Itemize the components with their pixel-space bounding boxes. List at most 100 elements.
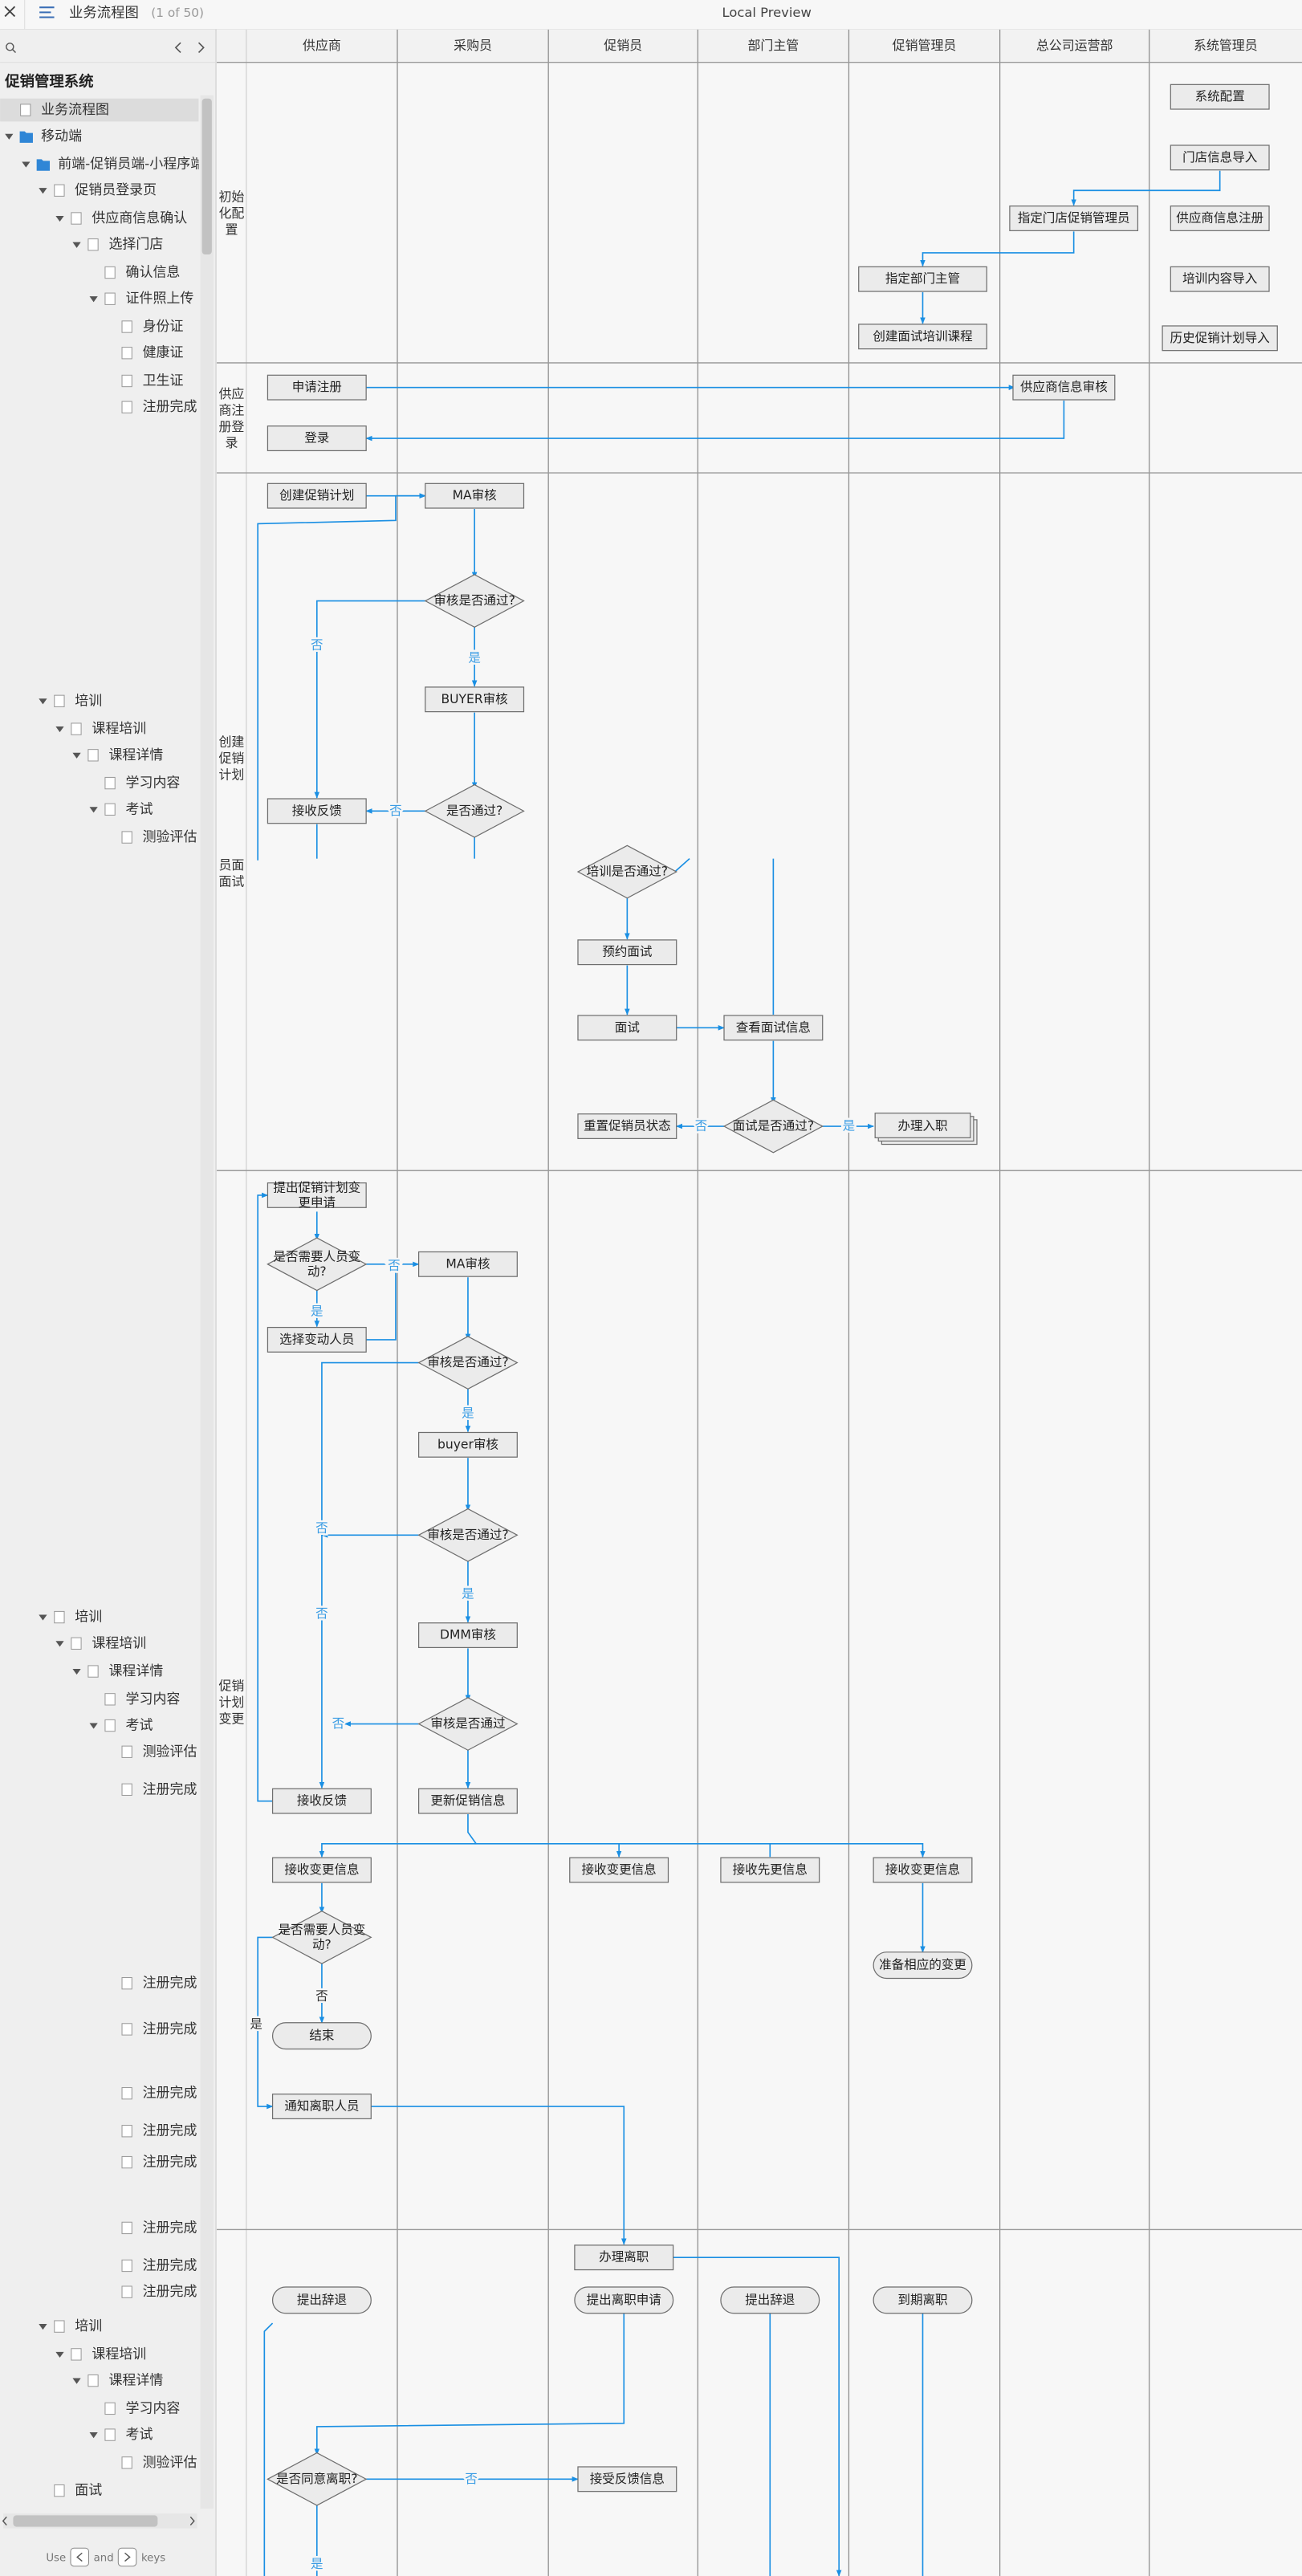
expand-arrow[interactable] xyxy=(72,2378,81,2384)
tree-item[interactable]: 测验评估 xyxy=(143,1744,197,1760)
expand-arrow[interactable] xyxy=(55,1641,64,1647)
process-node[interactable] xyxy=(873,1857,973,1883)
tree-item[interactable]: 移动端 xyxy=(41,128,82,144)
tree-item[interactable]: 测验评估 xyxy=(143,829,197,845)
close-button[interactable] xyxy=(4,6,16,18)
process-node[interactable] xyxy=(425,482,525,509)
process-node[interactable] xyxy=(569,1857,669,1883)
decision-node[interactable] xyxy=(417,1697,519,1751)
decision-node[interactable] xyxy=(424,783,525,838)
expand-arrow[interactable] xyxy=(72,242,81,248)
expand-arrow[interactable] xyxy=(89,1723,98,1729)
tree-item[interactable]: 注册完成 xyxy=(143,1976,197,1992)
tree-item[interactable]: 课程详情 xyxy=(108,1663,163,1679)
tree-item[interactable]: 注册完成 xyxy=(143,2123,197,2139)
tree-item[interactable]: 考试 xyxy=(126,1718,153,1734)
process-node[interactable] xyxy=(1170,83,1270,110)
tree-item[interactable]: 培训 xyxy=(75,2318,102,2334)
process-node[interactable] xyxy=(417,1622,518,1649)
process-node[interactable] xyxy=(267,1326,367,1353)
expand-arrow[interactable] xyxy=(89,807,98,813)
process-node[interactable] xyxy=(417,1431,518,1458)
process-node[interactable] xyxy=(577,1113,677,1139)
h-scroll-arrows[interactable] xyxy=(2,2516,195,2526)
process-node[interactable] xyxy=(574,2244,674,2271)
process-node[interactable] xyxy=(267,1182,367,1208)
expand-arrow[interactable] xyxy=(5,133,14,140)
expand-arrow[interactable] xyxy=(39,698,47,705)
tree-item[interactable]: 促销员登录页 xyxy=(75,182,157,198)
process-node[interactable] xyxy=(425,686,525,713)
tree-item[interactable]: 确认信息 xyxy=(126,265,181,281)
document-node[interactable] xyxy=(874,1113,971,1138)
tree-item[interactable]: 课程培训 xyxy=(92,721,146,737)
process-node[interactable] xyxy=(417,1788,518,1814)
tree-item[interactable]: 测验评估 xyxy=(143,2455,197,2471)
tree-item[interactable]: 注册完成 xyxy=(143,2284,197,2300)
process-node[interactable] xyxy=(1012,374,1116,401)
tree-item[interactable]: 注册完成 xyxy=(143,2220,197,2236)
tree-item[interactable]: 业务流程图 xyxy=(41,102,109,118)
terminal-node[interactable] xyxy=(720,2286,820,2314)
tree-item[interactable]: 前端-促销员端-小程序端 xyxy=(58,157,204,173)
terminal-node[interactable] xyxy=(873,1951,973,1980)
expand-arrow[interactable] xyxy=(55,726,64,733)
tree-item[interactable]: 注册完成 xyxy=(143,399,197,415)
process-node[interactable] xyxy=(1170,266,1270,292)
tree-item[interactable]: 注册完成 xyxy=(143,2257,197,2273)
process-node[interactable] xyxy=(1162,325,1278,352)
tree-item[interactable]: 注册完成 xyxy=(143,2021,197,2037)
tree-item[interactable]: 学习内容 xyxy=(126,775,181,792)
process-node[interactable] xyxy=(577,939,677,966)
process-node[interactable] xyxy=(858,266,987,292)
expand-arrow[interactable] xyxy=(72,752,81,759)
terminal-node[interactable] xyxy=(271,2022,372,2050)
tree-item[interactable]: 课程培训 xyxy=(92,2346,146,2362)
decision-node[interactable] xyxy=(576,844,678,899)
decision-node[interactable] xyxy=(267,1237,368,1292)
process-node[interactable] xyxy=(1009,206,1139,231)
next-button[interactable] xyxy=(197,42,205,54)
decision-node[interactable] xyxy=(417,1336,519,1390)
expand-arrow[interactable] xyxy=(89,296,98,303)
process-node[interactable] xyxy=(271,1788,372,1814)
process-node[interactable] xyxy=(271,1857,372,1883)
tree-item[interactable]: 学习内容 xyxy=(126,1691,181,1707)
expand-arrow[interactable] xyxy=(55,215,64,222)
tree-item[interactable]: 考试 xyxy=(126,801,153,817)
tree-item[interactable]: 注册完成 xyxy=(143,2086,197,2102)
tree-item[interactable]: 证件照上传 xyxy=(126,291,194,307)
expand-arrow[interactable] xyxy=(39,188,47,194)
process-node[interactable] xyxy=(1170,206,1270,231)
search-icon[interactable] xyxy=(6,43,14,51)
tree-item[interactable]: 课程详情 xyxy=(108,2373,163,2389)
tree-item[interactable]: 培训 xyxy=(75,693,102,709)
scrollbar-thumb[interactable] xyxy=(201,98,212,255)
process-node[interactable] xyxy=(267,374,367,401)
prev-button[interactable] xyxy=(174,42,181,54)
decision-node[interactable] xyxy=(417,1508,519,1562)
tree-item[interactable]: 课程培训 xyxy=(92,1635,146,1651)
tree-item[interactable]: 注册完成 xyxy=(143,1781,197,1797)
tree-item[interactable]: 考试 xyxy=(126,2427,153,2443)
process-node[interactable] xyxy=(267,425,367,452)
tree-item[interactable]: 卫生证 xyxy=(143,372,184,389)
expand-arrow[interactable] xyxy=(39,1614,47,1621)
decision-node[interactable] xyxy=(271,1910,372,1964)
tree-item[interactable]: 注册完成 xyxy=(143,2155,197,2171)
expand-arrow[interactable] xyxy=(39,2324,47,2330)
tree-item[interactable]: 面试 xyxy=(75,2483,102,2499)
tree-item[interactable]: 课程详情 xyxy=(108,747,163,763)
tree-item[interactable]: 身份证 xyxy=(143,319,184,335)
expand-arrow[interactable] xyxy=(89,2432,98,2439)
decision-node[interactable] xyxy=(424,574,525,628)
process-node[interactable] xyxy=(1170,144,1270,171)
menu-icon[interactable] xyxy=(39,6,55,18)
terminal-node[interactable] xyxy=(574,2286,674,2314)
process-node[interactable] xyxy=(723,1015,824,1041)
tree-item[interactable]: 健康证 xyxy=(143,345,184,361)
tree-item[interactable]: 选择门店 xyxy=(108,237,163,253)
h-scrollbar-thumb[interactable] xyxy=(13,2515,158,2527)
decision-node[interactable] xyxy=(722,1099,824,1154)
process-node[interactable] xyxy=(271,2094,372,2120)
